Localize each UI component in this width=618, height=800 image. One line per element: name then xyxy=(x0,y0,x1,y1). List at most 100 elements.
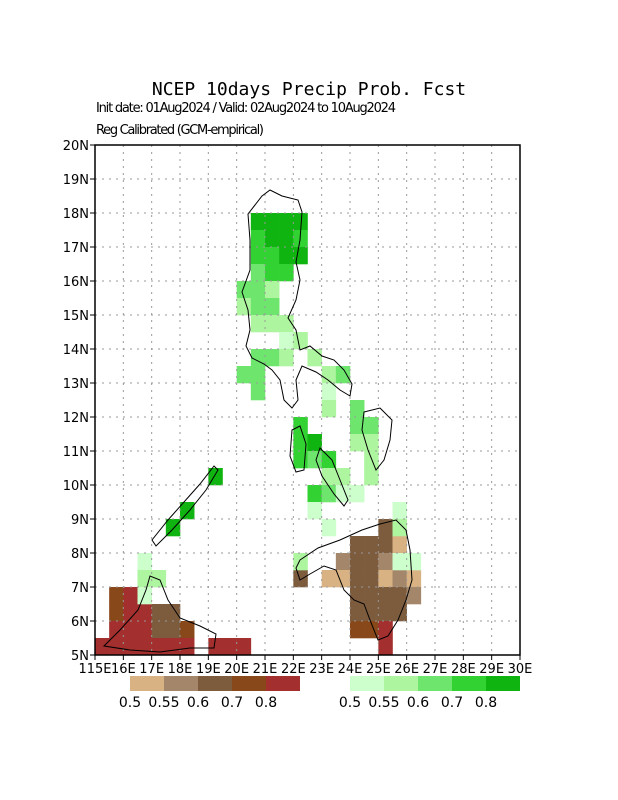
prob-cell xyxy=(321,570,337,588)
legend-label: 0.8 xyxy=(475,695,497,711)
prob-cell xyxy=(321,451,337,469)
prob-cell xyxy=(321,519,337,537)
prob-cell xyxy=(151,570,167,588)
prob-cell xyxy=(236,298,252,316)
prob-cell xyxy=(279,247,294,265)
prob-cell xyxy=(250,366,266,384)
prob-cell xyxy=(95,638,110,656)
subtitle: Reg Calibrated (GCM-empirical) xyxy=(96,123,264,138)
x-tick-label: 17E xyxy=(139,662,164,677)
legend-label: 0.55 xyxy=(148,695,179,711)
x-tick-label: 23E xyxy=(309,662,334,677)
prob-cell xyxy=(293,247,308,265)
prob-cell xyxy=(222,638,237,656)
coast xyxy=(315,447,349,507)
coast xyxy=(361,407,393,471)
prob-cell xyxy=(321,468,337,486)
prob-cell xyxy=(364,604,379,622)
y-tick-label: 16N xyxy=(63,275,89,290)
prob-cell xyxy=(137,587,152,605)
prob-cell xyxy=(265,298,280,316)
y-tick-label: 11N xyxy=(63,445,89,460)
prob-cell xyxy=(265,247,280,265)
y-tick-label: 20N xyxy=(63,139,89,154)
prob-cell xyxy=(335,468,351,486)
prob-cell xyxy=(236,638,252,656)
prob-cell xyxy=(293,213,308,231)
legend-swatch xyxy=(232,676,266,691)
prob-cell xyxy=(307,485,322,503)
prob-cell xyxy=(307,349,322,367)
map-frame xyxy=(94,144,521,656)
prob-cell xyxy=(350,400,365,418)
x-tick-label: 27E xyxy=(423,662,448,677)
prob-cell xyxy=(151,621,167,639)
x-tick-label: 19E xyxy=(196,662,221,677)
prob-cell xyxy=(250,281,266,299)
prob-cell xyxy=(236,281,252,299)
x-tick-label: 22E xyxy=(281,662,306,677)
x-tick-label: 24E xyxy=(338,662,363,677)
prob-cell xyxy=(250,349,266,367)
y-tick-label: 15N xyxy=(63,309,89,324)
prob-cell xyxy=(350,621,365,639)
prob-cell xyxy=(279,349,294,367)
prob-cell xyxy=(123,587,138,605)
prob-cell xyxy=(151,604,167,622)
prob-cell xyxy=(265,264,280,282)
legend: 0.5 0.55 0.6 0.7 0.8 0.5 0.55 0.6 0.7 0.8 xyxy=(119,676,520,711)
prob-cell xyxy=(392,604,407,622)
prob-cell xyxy=(392,553,407,571)
prob-cell xyxy=(250,264,266,282)
prob-cell xyxy=(321,366,337,384)
y-tick-label: 13N xyxy=(63,377,89,392)
prob-cell xyxy=(137,638,152,656)
x-tick-label: 26E xyxy=(394,662,419,677)
prob-cell xyxy=(378,553,393,571)
prob-cell xyxy=(392,587,407,605)
prob-cell xyxy=(265,213,280,231)
prob-cell xyxy=(137,604,152,622)
prob-cell xyxy=(293,570,308,588)
prob-cell xyxy=(165,621,181,639)
prob-cell xyxy=(350,553,365,571)
prob-cell xyxy=(392,519,407,537)
prob-cell xyxy=(250,298,266,316)
prob-cell xyxy=(378,536,393,554)
prob-cell xyxy=(123,604,138,622)
prob-cell xyxy=(137,570,152,588)
prob-cell xyxy=(378,621,393,639)
subtitle: Init date: 01Aug2024 / Valid: 02Aug2024 … xyxy=(96,101,396,116)
prob-cell xyxy=(279,332,294,350)
prob-cell xyxy=(279,213,294,231)
prob-cell xyxy=(279,315,294,333)
y-tick-label: 7N xyxy=(71,581,89,596)
prob-cell xyxy=(123,638,138,656)
prob-cell xyxy=(307,434,322,452)
prob-cell xyxy=(279,230,294,248)
prob-cell xyxy=(364,553,379,571)
prob-cell xyxy=(307,451,322,469)
prob-cell xyxy=(180,621,195,639)
y-tick-label: 14N xyxy=(63,343,89,358)
prob-cell xyxy=(250,230,266,248)
x-tick-label: 18E xyxy=(168,662,193,677)
y-tick-label: 8N xyxy=(71,547,89,562)
legend-swatch xyxy=(418,676,452,691)
prob-cell xyxy=(293,417,308,435)
prob-cell xyxy=(165,604,181,622)
coast xyxy=(151,465,219,547)
prob-cell xyxy=(350,604,365,622)
prob-cell xyxy=(180,502,195,520)
prob-cell xyxy=(250,247,266,265)
prob-cell xyxy=(378,587,393,605)
prob-cell xyxy=(137,621,152,639)
ticks: 115E 16E 17E 18E 19E 20E 21E 22E 23E 24E 25E 26E 27E… xyxy=(63,139,533,677)
prob-cell xyxy=(137,553,152,571)
legend-swatch xyxy=(266,676,300,691)
x-tick-label: 21E xyxy=(253,662,278,677)
prob-cell xyxy=(335,553,351,571)
legend-swatch xyxy=(130,676,164,691)
